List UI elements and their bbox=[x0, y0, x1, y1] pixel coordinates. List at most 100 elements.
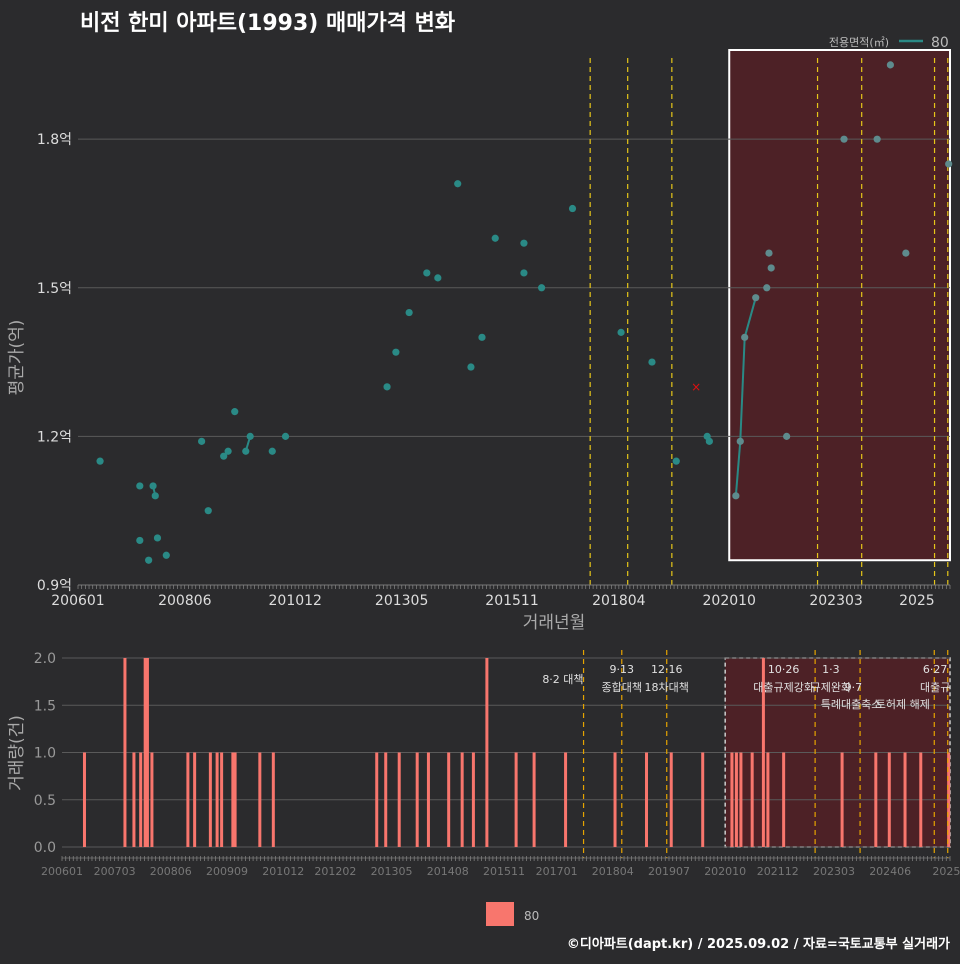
price-x-tick-label: 2025 bbox=[899, 593, 935, 609]
price-x-tick-label: 201305 bbox=[375, 593, 428, 609]
price-y-tick-label: 0.9억 bbox=[37, 578, 72, 594]
price-point bbox=[383, 383, 391, 391]
price-point bbox=[672, 457, 680, 465]
price-point bbox=[763, 284, 771, 292]
policy-label-5: 9·7 bbox=[845, 681, 863, 694]
price-point bbox=[886, 61, 894, 69]
price-connector-4 bbox=[739, 337, 746, 442]
volume-x-tick-label: 201701 bbox=[536, 865, 578, 878]
price-point bbox=[648, 358, 656, 366]
volume-bar bbox=[375, 752, 379, 847]
price-point bbox=[242, 447, 250, 455]
volume-bar bbox=[471, 752, 475, 847]
volume-bar bbox=[145, 658, 149, 847]
volume-x-tick-label: 201408 bbox=[427, 865, 469, 878]
volume-bar bbox=[645, 752, 649, 847]
price-point bbox=[568, 204, 577, 213]
volume-bar bbox=[132, 752, 136, 847]
volume-x-tick-label: 201012 bbox=[262, 865, 304, 878]
volume-bar bbox=[208, 752, 212, 847]
price-point bbox=[423, 269, 431, 277]
volume-y-tick-label: 1.5 bbox=[34, 698, 56, 714]
volume-bar bbox=[233, 752, 237, 847]
price-point bbox=[149, 482, 157, 490]
volume-bar bbox=[919, 752, 923, 847]
volume-x-tick-label: 202406 bbox=[869, 865, 911, 878]
price-outlier-mark: × bbox=[691, 380, 701, 394]
volume-bar bbox=[840, 752, 844, 847]
volume-bar bbox=[761, 658, 765, 847]
volume-x-tick-label: 201804 bbox=[592, 865, 634, 878]
volume-bar bbox=[874, 752, 878, 847]
price-point bbox=[231, 408, 239, 416]
policy-label-0: 8·2 대책 bbox=[542, 673, 583, 686]
price-point bbox=[873, 135, 881, 143]
price-point bbox=[945, 160, 953, 168]
volume-bar bbox=[887, 752, 891, 847]
volume-x-tick-label: 2025 bbox=[932, 865, 960, 878]
policy-date-4: 1·3 bbox=[822, 663, 840, 676]
policy-label-7: 토허제 해제 bbox=[876, 697, 930, 711]
policy-label-1: 종합대책 bbox=[602, 681, 642, 694]
volume-bar bbox=[739, 752, 743, 847]
volume-bar bbox=[750, 752, 754, 847]
price-point bbox=[783, 432, 791, 440]
price-point bbox=[454, 180, 462, 188]
volume-bar bbox=[766, 752, 770, 847]
volume-legend-swatch bbox=[486, 902, 514, 926]
price-point bbox=[162, 551, 170, 559]
price-point bbox=[902, 249, 910, 257]
volume-x-tick-label: 200909 bbox=[206, 865, 248, 878]
price-point bbox=[224, 447, 232, 455]
price-point bbox=[198, 437, 206, 445]
price-x-tick-label: 201511 bbox=[485, 593, 538, 609]
price-point bbox=[741, 333, 749, 341]
price-point bbox=[491, 234, 499, 242]
price-x-tick-label: 200806 bbox=[158, 593, 212, 609]
volume-x-tick-label: 202010 bbox=[704, 865, 746, 878]
price-y-tick-label: 1.8억 bbox=[37, 132, 72, 148]
price-point bbox=[520, 269, 528, 277]
price-connector-3 bbox=[734, 441, 742, 496]
volume-bar bbox=[82, 752, 86, 847]
volume-bar bbox=[258, 752, 262, 847]
price-point bbox=[392, 348, 400, 356]
volume-bar bbox=[669, 752, 673, 847]
volume-bar bbox=[426, 752, 430, 847]
volume-bar bbox=[701, 752, 705, 847]
price-y-tick-label: 1.2억 bbox=[37, 429, 72, 445]
policy-label-8: 대출규 bbox=[920, 681, 950, 694]
volume-bar bbox=[231, 752, 235, 847]
price-point bbox=[705, 437, 713, 445]
volume-bar bbox=[514, 752, 518, 847]
price-point bbox=[617, 328, 625, 336]
price-point bbox=[840, 135, 848, 143]
volume-bar bbox=[150, 752, 154, 847]
price-point bbox=[405, 308, 413, 317]
volume-bar bbox=[730, 752, 734, 847]
price-y-axis-title: 평균가(억) bbox=[7, 320, 27, 396]
price-point bbox=[765, 249, 773, 257]
price-connector-5 bbox=[743, 297, 757, 338]
price-point bbox=[434, 274, 442, 282]
price-point bbox=[520, 239, 528, 247]
volume-bar bbox=[193, 752, 197, 847]
price-x-axis-title: 거래년월 bbox=[523, 613, 586, 633]
volume-bar bbox=[734, 752, 738, 847]
volume-bar bbox=[613, 752, 617, 847]
price-point bbox=[752, 294, 760, 302]
price-point bbox=[467, 363, 475, 371]
volume-y-tick-label: 2.0 bbox=[34, 651, 56, 667]
price-x-tick-label: 201012 bbox=[269, 593, 322, 609]
volume-bar bbox=[384, 752, 388, 847]
policy-date-3: 10·26 bbox=[768, 663, 800, 676]
volume-x-tick-label: 201907 bbox=[648, 865, 690, 878]
credit-text: ©디아파트(dapt.kr) / 2025.09.02 / 자료=국토교통부 실… bbox=[567, 936, 950, 952]
price-point bbox=[153, 534, 162, 542]
volume-bar bbox=[532, 752, 536, 847]
volume-x-tick-label: 200601 bbox=[41, 865, 83, 878]
volume-y-tick-label: 1.0 bbox=[34, 746, 56, 762]
volume-x-tick-label: 201305 bbox=[371, 865, 413, 878]
price-point bbox=[478, 333, 486, 341]
price-point bbox=[136, 482, 144, 490]
